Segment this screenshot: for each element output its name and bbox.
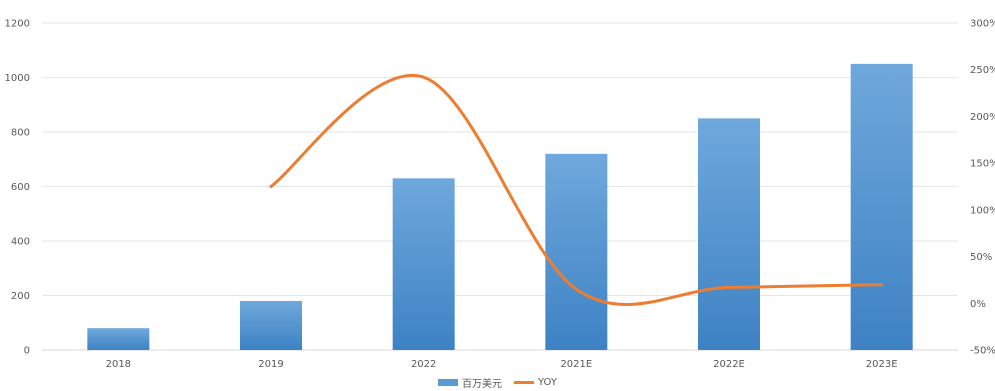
right-tick-label: 150% (970, 159, 995, 170)
legend-swatch-line (514, 380, 534, 384)
gridlines (42, 22, 958, 351)
legend-swatch-bar (438, 378, 458, 386)
x-tick-label: 2022E (713, 359, 745, 370)
bar (545, 153, 608, 350)
right-axis-ticks: -50% 0% 50% 100% 150% 200% 250% 300% (970, 19, 995, 357)
legend-label-bar: 百万美元 (462, 378, 502, 390)
right-tick-label: -50% (970, 346, 995, 357)
right-tick-label: 0% (970, 299, 986, 310)
right-tick-label: 50% (970, 252, 992, 263)
left-tick-label: 0 (24, 346, 30, 357)
left-axis-ticks: 0 200 400 600 800 1000 1200 (5, 19, 30, 357)
legend-label-line: YOY (538, 376, 557, 388)
legend: 百万美元 YOY (0, 374, 995, 390)
x-tick-label: 2019 (258, 359, 283, 370)
left-tick-label: 1200 (5, 19, 30, 30)
left-tick-label: 800 (11, 128, 30, 139)
line-series (269, 73, 884, 306)
bar (392, 178, 455, 350)
x-tick-label: 2018 (106, 359, 131, 370)
yoy-line (269, 73, 884, 306)
right-tick-label: 100% (970, 205, 995, 216)
right-tick-label: 200% (970, 112, 995, 123)
bar (87, 328, 150, 350)
x-tick-label: 2023E (866, 359, 898, 370)
bar (240, 300, 302, 350)
x-tick-label: 2022 (411, 359, 436, 370)
x-tick-label: 2021E (560, 359, 592, 370)
x-axis-ticks: 2018 2019 2022 2021E 2022E 2023E (106, 359, 898, 370)
left-tick-label: 400 (11, 237, 30, 248)
bar (850, 63, 913, 350)
legend-item-line: YOY (514, 377, 557, 388)
right-tick-label: 300% (970, 19, 995, 30)
bar (698, 118, 760, 350)
legend-item-bar: 百万美元 (438, 375, 502, 390)
left-tick-label: 1000 (5, 73, 30, 84)
right-tick-label: 250% (970, 65, 995, 76)
left-tick-label: 600 (11, 182, 30, 193)
left-tick-label: 200 (11, 291, 30, 302)
bar-series (87, 63, 913, 350)
